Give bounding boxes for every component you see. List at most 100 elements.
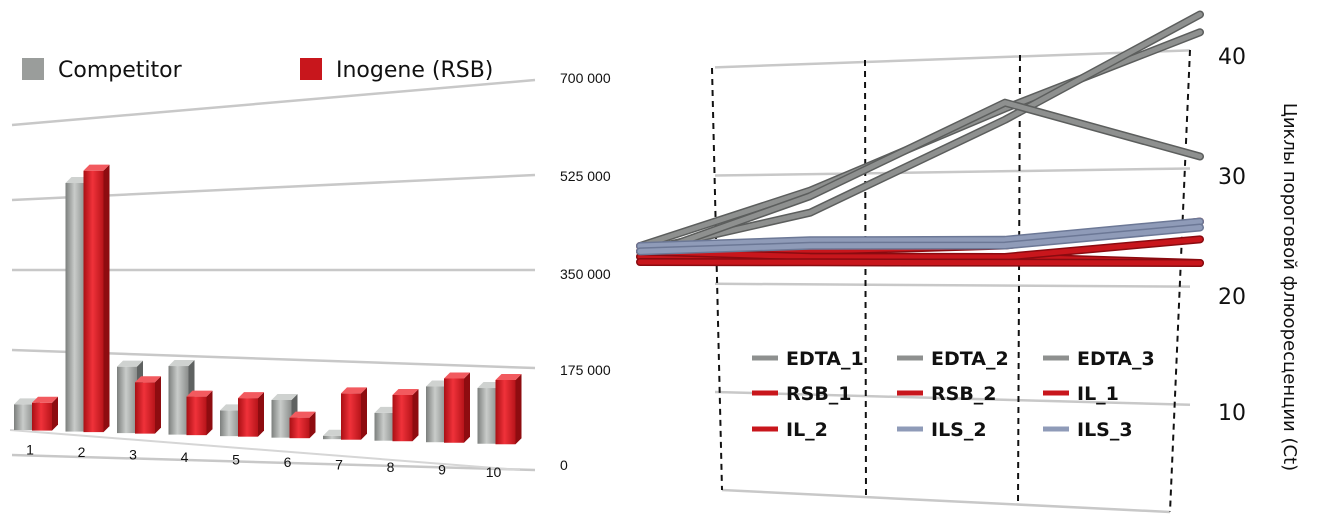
- bar-top: [392, 388, 419, 395]
- bar-x-tick-label: 8: [387, 459, 395, 475]
- line-gridline: [714, 282, 1191, 288]
- bar-floor-line: [9, 429, 521, 471]
- bar-x-tick-label: 10: [486, 464, 502, 480]
- series-IL_1: [636, 235, 1204, 261]
- bar-top: [168, 360, 195, 367]
- bar-top: [341, 387, 367, 394]
- series-EDTA_3: [636, 98, 1204, 261]
- bar-top: [186, 390, 213, 397]
- bar-inogene-8: [392, 388, 419, 442]
- bar-top: [495, 373, 522, 380]
- bar-chart-y-ticks: 0 175 000 350 000 525 000 700 000: [560, 70, 611, 473]
- line-y-tick-label: 20: [1218, 285, 1246, 310]
- bar-y-tick-label: 700 000: [560, 70, 611, 86]
- bar-x-tick-label: 6: [284, 454, 292, 470]
- bar-front: [220, 410, 240, 437]
- bar-side: [361, 387, 367, 440]
- series-ILS_3: [636, 223, 1204, 256]
- bar-top: [271, 393, 298, 400]
- bar-side: [103, 164, 110, 433]
- bar-top: [32, 396, 58, 403]
- line-chart-legend: EDTA_1 EDTA_2 EDTA_3 RSB_1 RSB_2 IL_1 IL_2 ILS_…: [752, 348, 1155, 441]
- series-line: [637, 259, 1203, 266]
- bar-side: [155, 376, 161, 434]
- legend-swatch-competitor: [22, 58, 44, 80]
- bar-x-tick-label: 3: [129, 447, 137, 463]
- bar-front: [186, 396, 207, 436]
- bar-gridline: [11, 453, 536, 472]
- series-IL_2: [636, 258, 1204, 267]
- series-line: [637, 225, 1203, 254]
- line-frame-divider: [1169, 49, 1191, 513]
- bar-chart-legend: Competitor Inogene (RSB): [22, 58, 493, 83]
- series-EDTA_2: [636, 10, 1204, 256]
- bar-side: [309, 411, 316, 439]
- bar-inogene-4: [186, 390, 213, 436]
- line-frame-divider: [864, 59, 867, 499]
- series-line: [637, 219, 1203, 249]
- bar-y-tick-label: 350 000: [560, 266, 611, 282]
- bar-chart-floor: [9, 429, 521, 471]
- bar-top: [444, 372, 470, 379]
- bar-front: [444, 378, 464, 443]
- line-chart-frame: [711, 49, 1191, 513]
- bar-front: [14, 404, 34, 431]
- bar-y-tick-label: 175 000: [560, 362, 611, 378]
- bar-y-tick-label: 525 000: [560, 168, 611, 184]
- bar-inogene-1: [32, 396, 58, 431]
- line-y-tick-label: 40: [1218, 45, 1246, 70]
- bar-x-tick-label: 4: [181, 449, 189, 465]
- line-gridline: [714, 49, 1191, 69]
- legend-label: IL_1: [1077, 383, 1119, 405]
- line-chart-y-axis-label: Циклы пороговой флюоресценции (Ct): [1279, 103, 1300, 471]
- bar-side: [52, 396, 58, 431]
- bar-x-tick-label: 2: [78, 444, 86, 460]
- bar-front: [426, 386, 446, 443]
- bar-x-tick-label: 7: [335, 457, 343, 473]
- series-ILS_2: [636, 217, 1204, 250]
- line-y-tick-label: 10: [1218, 401, 1246, 426]
- bar-front: [495, 379, 516, 445]
- legend-label: Inogene (RSB): [336, 58, 493, 83]
- bar-top: [289, 411, 316, 418]
- bar-y-tick-label: 0: [560, 457, 568, 473]
- bar-front: [83, 170, 104, 433]
- line-chart-gridlines: [714, 49, 1191, 514]
- line-chart-y-ticks: 10 20 30 40: [1218, 45, 1246, 426]
- bar-side: [464, 372, 470, 443]
- bar-x-tick-label: 1: [26, 442, 34, 458]
- bar-side: [206, 390, 213, 436]
- bar-chart-bars: [14, 164, 522, 445]
- line-gridline: [714, 390, 1191, 406]
- bar-top: [238, 392, 264, 399]
- bar-front: [135, 382, 155, 434]
- bar-inogene-2: [83, 164, 110, 433]
- bar-front: [289, 417, 310, 439]
- bar-x-tick-label: 9: [438, 462, 446, 478]
- legend-label: ILS_3: [1077, 419, 1133, 441]
- legend-label: Competitor: [58, 58, 183, 83]
- bar-front: [65, 183, 86, 432]
- line-frame-divider: [711, 67, 723, 491]
- line-frame-divider: [1017, 54, 1021, 506]
- bar-inogene-6: [289, 411, 316, 439]
- legend-label: EDTA_1: [786, 348, 864, 370]
- legend-swatch-inogene: [300, 58, 322, 80]
- legend-label: EDTA_2: [931, 348, 1009, 370]
- bar-front: [477, 388, 498, 444]
- bar-side: [258, 392, 264, 437]
- line-chart-series: [636, 10, 1204, 267]
- bar-front: [117, 366, 137, 434]
- bar-inogene-3: [135, 376, 161, 434]
- line-floor-line: [721, 488, 1171, 514]
- bar-chart-x-ticks: 1 2 3 4 5 6 7 8 9 10: [26, 442, 501, 481]
- series-line: [637, 12, 1203, 254]
- bar-inogene-7: [341, 387, 367, 440]
- series-line: [637, 100, 1203, 260]
- bar-front: [374, 412, 395, 441]
- bar-front: [271, 399, 292, 438]
- line-chart: 10 20 30 40 EDTA_1 EDTA_2 EDTA_3 RSB_1 RSB_2 IL_…: [636, 10, 1300, 514]
- bar-top: [117, 360, 143, 367]
